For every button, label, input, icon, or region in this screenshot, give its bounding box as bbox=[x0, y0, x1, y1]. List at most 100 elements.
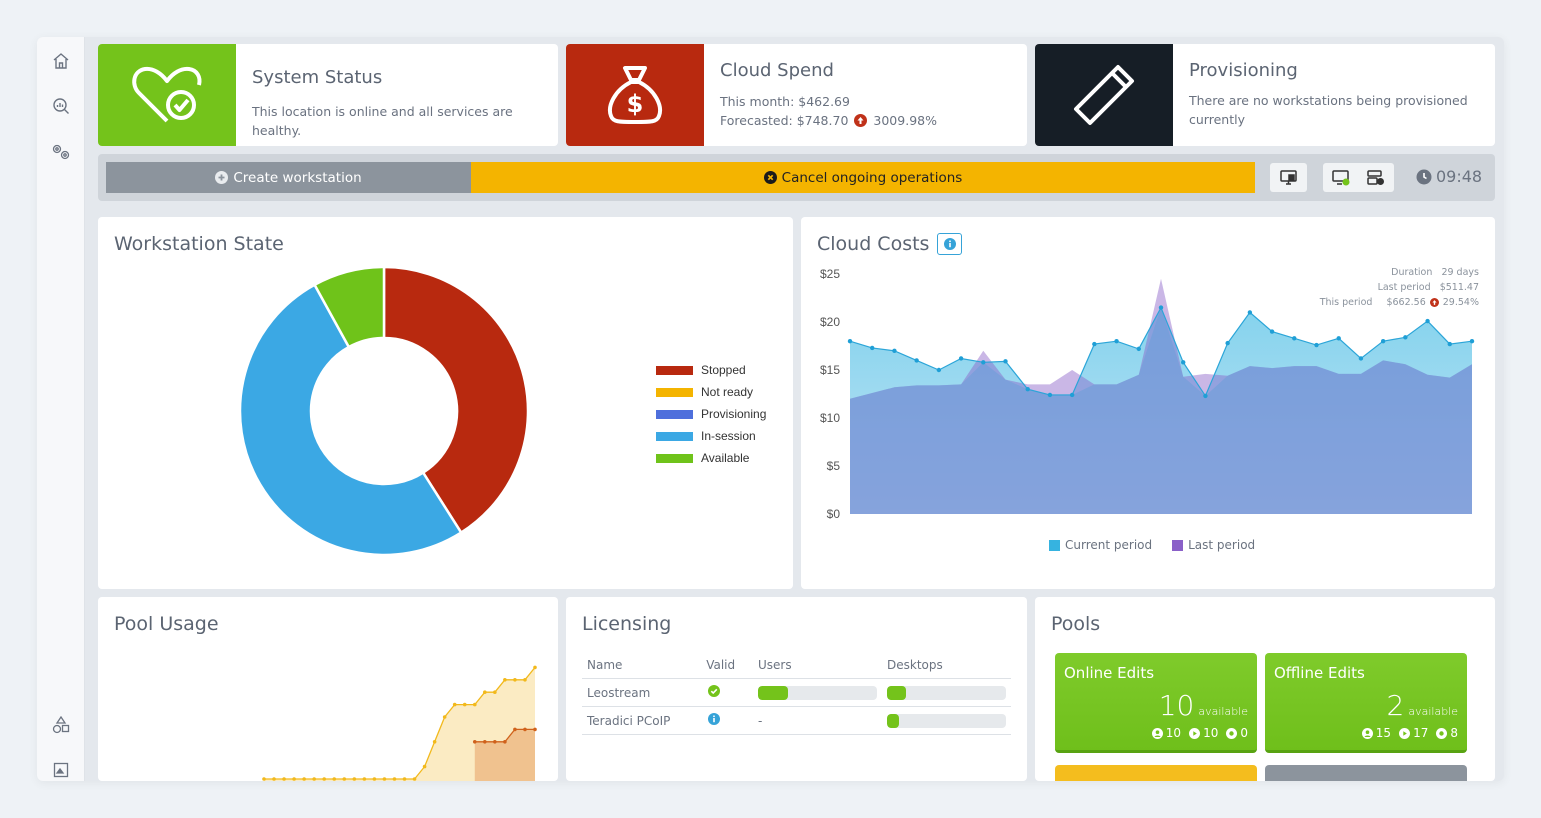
legend-item[interactable]: Not ready bbox=[656, 385, 753, 399]
current-period-point[interactable] bbox=[1425, 318, 1430, 324]
pool-series-a-point[interactable] bbox=[302, 777, 306, 781]
pool-series-a-point[interactable] bbox=[332, 777, 337, 781]
legend-item[interactable]: Available bbox=[656, 451, 749, 465]
cloud-costs-chart: $25 $20 $15 $10 $5 $0 bbox=[820, 267, 1475, 521]
pool-series-a-point[interactable] bbox=[523, 678, 527, 682]
create-workstation-button[interactable]: Create workstation bbox=[106, 162, 471, 193]
pool-series-a-point[interactable] bbox=[342, 777, 347, 781]
pool-stat-stopped: 0 bbox=[1226, 726, 1248, 740]
pool-tile-online-edits[interactable]: Online Edits 10 available 10 10 0 bbox=[1055, 653, 1257, 753]
pool-tile-partial-yellow[interactable] bbox=[1055, 765, 1257, 781]
settings-gears-icon[interactable] bbox=[50, 141, 72, 163]
pool-series-a-point[interactable] bbox=[392, 777, 397, 781]
legend-current-period[interactable]: Current period bbox=[1049, 538, 1152, 552]
current-period-point[interactable] bbox=[1447, 341, 1452, 347]
legend-item[interactable]: Provisioning bbox=[656, 407, 766, 421]
current-period-point[interactable] bbox=[1380, 339, 1386, 344]
cloud-spend-forecast-row: Forecasted: $748.70 3009.98% bbox=[720, 111, 937, 130]
pool-series-a-point[interactable] bbox=[422, 764, 427, 769]
current-period-point[interactable] bbox=[1469, 339, 1475, 344]
legend-last-period[interactable]: Last period bbox=[1172, 538, 1255, 552]
current-period-point[interactable] bbox=[1158, 305, 1164, 310]
server-clock-icon[interactable] bbox=[1367, 169, 1385, 186]
current-period-point[interactable] bbox=[1336, 336, 1341, 341]
donut-slice-in-session[interactable] bbox=[238, 283, 463, 557]
last-period-value: $511.47 bbox=[1439, 282, 1479, 293]
donut-slice-stopped[interactable] bbox=[382, 265, 530, 535]
pool-series-a-point[interactable] bbox=[402, 777, 407, 781]
current-period-point[interactable] bbox=[1069, 392, 1075, 398]
current-period-point[interactable] bbox=[1025, 387, 1030, 392]
pool-series-a-point[interactable] bbox=[322, 777, 327, 781]
pool-series-a-point[interactable] bbox=[472, 702, 477, 707]
cancel-operations-button[interactable]: Cancel ongoing operations bbox=[471, 162, 1255, 193]
image-icon[interactable] bbox=[50, 759, 72, 781]
current-period-point[interactable] bbox=[1136, 346, 1141, 352]
pool-stat-stopped: 8 bbox=[1436, 726, 1458, 740]
current-period-point[interactable] bbox=[1314, 342, 1319, 348]
current-period-point[interactable] bbox=[1225, 340, 1230, 346]
workstation-view-button[interactable] bbox=[1270, 163, 1307, 192]
current-period-point[interactable] bbox=[914, 358, 919, 363]
legend-item[interactable]: Stopped bbox=[656, 363, 746, 377]
pool-series-a-point[interactable] bbox=[503, 678, 507, 682]
pool-series-b-point[interactable] bbox=[523, 727, 527, 732]
current-period-point[interactable] bbox=[1247, 310, 1253, 315]
current-period-point[interactable] bbox=[981, 360, 986, 365]
pool-name: Offline Edits bbox=[1274, 664, 1365, 682]
pool-series-a-point[interactable] bbox=[292, 777, 296, 781]
pool-series-b-point[interactable] bbox=[533, 727, 537, 732]
current-period-point[interactable] bbox=[1047, 392, 1053, 398]
pool-series-a-point[interactable] bbox=[272, 777, 276, 781]
pool-series-a-point[interactable] bbox=[262, 777, 266, 781]
current-period-point[interactable] bbox=[1203, 393, 1208, 399]
pool-series-a-point[interactable] bbox=[432, 740, 437, 744]
pool-series-a-point[interactable] bbox=[382, 777, 387, 781]
pool-series-a-point[interactable] bbox=[362, 777, 367, 781]
shapes-icon[interactable] bbox=[50, 714, 72, 736]
current-period-point[interactable] bbox=[1269, 329, 1275, 334]
pool-series-b-point[interactable] bbox=[483, 740, 487, 744]
monitor-online-icon[interactable] bbox=[1332, 169, 1350, 186]
current-period-point[interactable] bbox=[1181, 360, 1186, 365]
pool-tile-partial-grey[interactable] bbox=[1265, 765, 1467, 781]
pool-series-b-point[interactable] bbox=[503, 740, 507, 744]
legend-item[interactable]: In-session bbox=[656, 429, 756, 443]
pool-series-a-point[interactable] bbox=[483, 690, 487, 694]
pool-series-b-point[interactable] bbox=[493, 740, 497, 744]
pool-tile-offline-edits[interactable]: Offline Edits 2 available 15 17 8 bbox=[1265, 653, 1467, 753]
current-period-point[interactable] bbox=[958, 356, 964, 361]
pool-series-a-point[interactable] bbox=[462, 702, 467, 707]
pool-series-a-point[interactable] bbox=[533, 665, 537, 670]
pool-series-a-point[interactable] bbox=[372, 777, 377, 781]
pool-series-b-point[interactable] bbox=[513, 727, 517, 732]
current-period-point[interactable] bbox=[847, 339, 853, 344]
pool-series-a-point[interactable] bbox=[442, 715, 447, 719]
system-status-card: System Status This location is online an… bbox=[98, 44, 558, 146]
pool-series-a-point[interactable] bbox=[312, 777, 316, 781]
current-period-point[interactable] bbox=[892, 348, 897, 353]
info-icon[interactable] bbox=[937, 233, 963, 255]
pool-series-a-point[interactable] bbox=[412, 777, 417, 781]
pool-series-a-point[interactable] bbox=[513, 678, 517, 682]
legend-label: In-session bbox=[701, 429, 756, 443]
pool-series-a-point[interactable] bbox=[493, 690, 497, 694]
analytics-search-icon[interactable] bbox=[50, 95, 72, 117]
pool-series-b-point[interactable] bbox=[472, 740, 477, 744]
current-period-point[interactable] bbox=[1114, 339, 1119, 344]
current-period-point[interactable] bbox=[1403, 335, 1408, 340]
pool-series-a-point[interactable] bbox=[452, 702, 457, 707]
current-period-point[interactable] bbox=[1003, 359, 1008, 364]
pool-series-a-point[interactable] bbox=[282, 777, 286, 781]
donut-slice-available[interactable] bbox=[312, 265, 386, 349]
arrow-up-circle-icon bbox=[854, 114, 868, 127]
current-period-point[interactable] bbox=[1358, 356, 1364, 361]
cloud-spend-change: 3009.98% bbox=[873, 113, 937, 128]
home-icon[interactable] bbox=[50, 50, 72, 72]
current-period-point[interactable] bbox=[1292, 336, 1297, 341]
current-period-point[interactable] bbox=[1092, 341, 1097, 347]
pool-series-a-point[interactable] bbox=[352, 777, 357, 781]
current-period-point[interactable] bbox=[936, 367, 942, 373]
current-period-point[interactable] bbox=[870, 345, 875, 351]
system-status-title: System Status bbox=[252, 67, 383, 88]
